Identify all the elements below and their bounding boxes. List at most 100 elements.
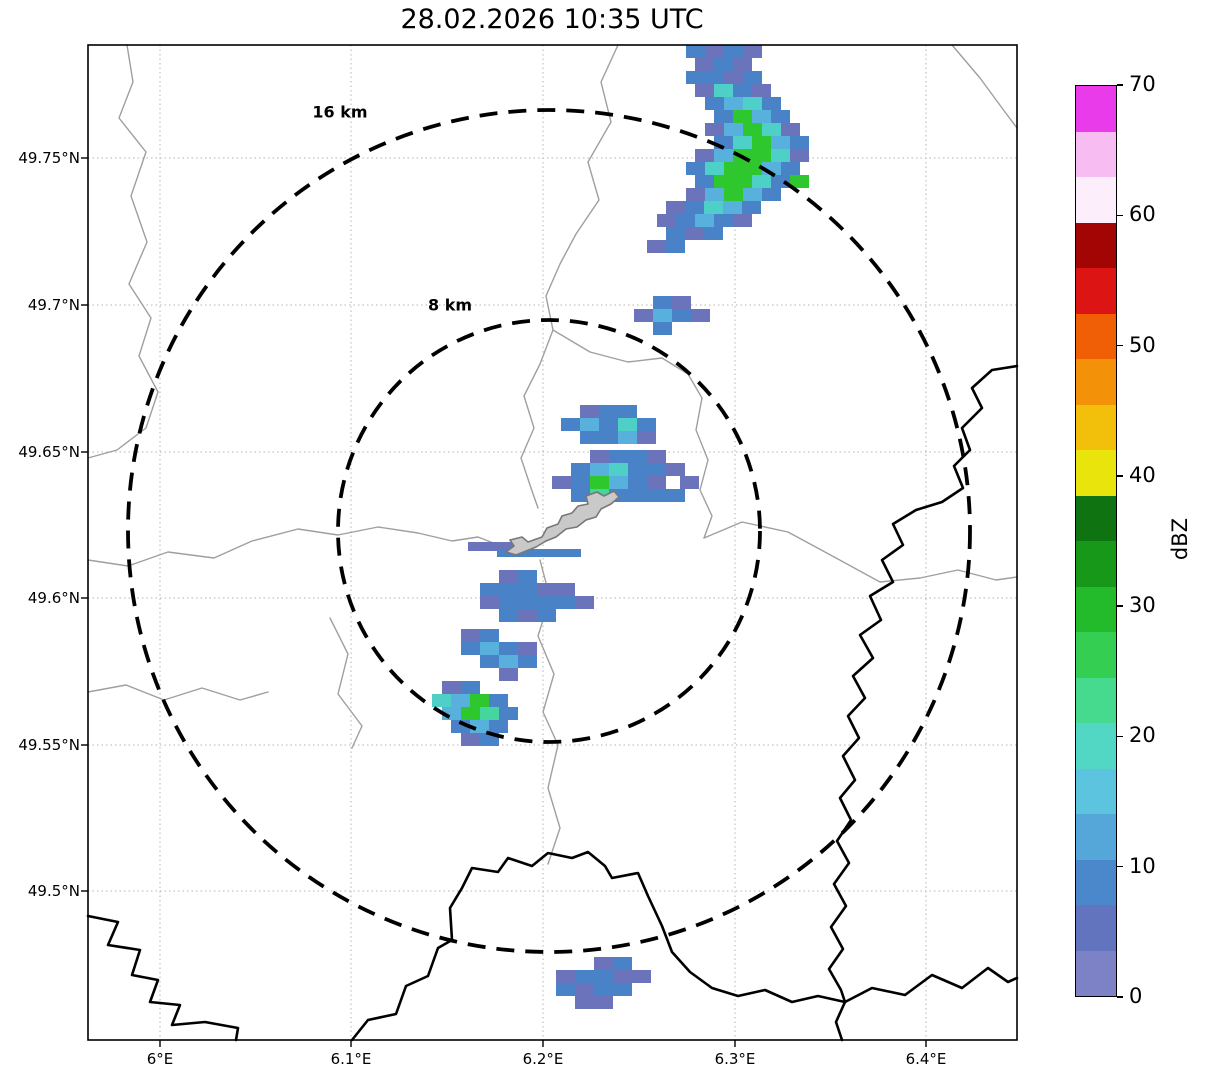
radar-cell (480, 629, 499, 642)
radar-cell (556, 970, 575, 983)
radar-cell (743, 162, 762, 175)
radar-cell (743, 45, 762, 58)
radar-cell (599, 431, 618, 444)
radar-cell (628, 450, 647, 463)
radar-cell (461, 681, 480, 694)
y-tick-label: 49.75°N (18, 149, 80, 167)
radar-cell (705, 123, 724, 136)
admin-border-line (87, 526, 507, 567)
radar-cell (647, 476, 666, 489)
urban-area-outline (505, 490, 620, 556)
radar-cell (594, 970, 613, 983)
colorbar-segment (1076, 859, 1116, 905)
x-tick-label: 6.4°E (905, 1050, 947, 1068)
radar-cell (733, 136, 752, 149)
radar-cell (733, 84, 752, 97)
country-border-line (86, 914, 240, 1042)
radar-cell (571, 476, 590, 489)
radar-cell (468, 542, 532, 551)
radar-cell (705, 71, 724, 84)
radar-cell (580, 405, 599, 418)
plot-frame (87, 44, 1018, 1041)
colorbar-segment (1076, 131, 1116, 177)
country-border-line (827, 364, 1019, 1042)
colorbar-unit-label: dBZ (1168, 517, 1192, 561)
radar-cell (480, 583, 499, 596)
radar-cell (724, 71, 743, 84)
y-tick-label: 49.5°N (27, 882, 80, 900)
radar-cell (594, 996, 613, 1009)
radar-cell (653, 322, 672, 335)
radar-cell (771, 110, 790, 123)
radar-cell (733, 58, 752, 71)
colorbar-segment (1076, 222, 1116, 268)
radar-cell (686, 188, 705, 201)
radar-cell (714, 110, 733, 123)
colorbar-segment (1076, 541, 1116, 587)
colorbar-segment (1076, 177, 1116, 223)
radar-cell (499, 609, 518, 622)
colorbar-tick-label: 60 (1129, 202, 1156, 227)
admin-border-line (87, 44, 159, 459)
radar-cell (489, 720, 508, 733)
radar-cell (537, 609, 556, 622)
radar-cell (609, 463, 628, 476)
radar-cell (628, 463, 647, 476)
radar-cell (781, 123, 800, 136)
radar-cell (790, 136, 809, 149)
radar-cell (743, 123, 762, 136)
admin-border-line (329, 617, 363, 749)
radar-cell (742, 201, 761, 214)
radar-cell (499, 668, 518, 681)
admin-border-line (703, 521, 1018, 583)
radar-cell (556, 983, 575, 996)
colorbar-segment (1076, 814, 1116, 860)
radar-cell (666, 227, 685, 240)
radar-cell (618, 418, 637, 431)
radar-cell (790, 149, 809, 162)
radar-cell (628, 476, 647, 489)
radar-cell (618, 405, 637, 418)
range-ring (336, 318, 762, 744)
radar-cell (695, 175, 714, 188)
radar-cell (499, 655, 518, 668)
radar-cell (666, 240, 685, 253)
colorbar-segment (1076, 404, 1116, 450)
radar-cell (451, 694, 470, 707)
radar-cell (672, 309, 691, 322)
colorbar-segment (1076, 632, 1116, 678)
colorbar-tick (1117, 475, 1123, 477)
radar-cell (499, 596, 518, 609)
radar-cell (571, 489, 590, 502)
radar-cell (680, 476, 699, 489)
radar-cell (705, 97, 724, 110)
colorbar-segment (1076, 359, 1116, 405)
colorbar-segment (1076, 450, 1116, 496)
radar-cell (480, 642, 499, 655)
admin-border-line (87, 684, 269, 701)
radar-cell (724, 162, 743, 175)
colorbar-tick-label: 70 (1129, 72, 1156, 96)
radar-cell (714, 175, 733, 188)
radar-cell (461, 629, 480, 642)
radar-cell (537, 583, 556, 596)
radar-cell (685, 201, 704, 214)
radar-cell (724, 97, 743, 110)
radar-cell (461, 733, 480, 746)
radar-cell (685, 227, 704, 240)
radar-cell (724, 123, 743, 136)
radar-cell (461, 642, 480, 655)
x-tick-label: 6°E (146, 1050, 174, 1068)
radar-cell (781, 162, 800, 175)
radar-cell (647, 489, 666, 502)
radar-cell (497, 549, 581, 557)
radar-cell (714, 149, 733, 162)
radar-cell (752, 149, 771, 162)
y-tick-label: 49.6°N (27, 589, 80, 607)
radar-cell (461, 707, 480, 720)
radar-cell (653, 296, 672, 309)
radar-cell (518, 596, 537, 609)
radar-cell (686, 162, 705, 175)
radar-cell (695, 214, 714, 227)
